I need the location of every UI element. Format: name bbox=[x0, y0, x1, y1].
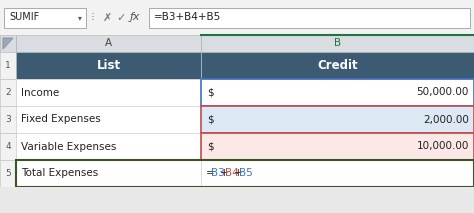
Bar bbox=[0, 106, 16, 133]
Bar bbox=[16, 106, 201, 133]
Text: =B3+B4+B5: =B3+B4+B5 bbox=[154, 13, 221, 23]
Bar bbox=[201, 133, 474, 160]
Text: B: B bbox=[334, 39, 341, 49]
Text: 3: 3 bbox=[5, 115, 11, 124]
Text: +: + bbox=[234, 168, 243, 178]
Text: =: = bbox=[206, 168, 215, 178]
Text: Variable Expenses: Variable Expenses bbox=[21, 141, 117, 151]
Text: Total Expenses: Total Expenses bbox=[21, 168, 98, 178]
Text: 1: 1 bbox=[5, 61, 11, 70]
Text: A: A bbox=[105, 39, 112, 49]
Text: SUMIF: SUMIF bbox=[9, 13, 39, 23]
Bar bbox=[16, 79, 201, 106]
Bar bbox=[16, 133, 201, 160]
Bar bbox=[16, 35, 201, 52]
Bar bbox=[16, 160, 201, 187]
Bar bbox=[201, 52, 474, 79]
Text: 10,000.00: 10,000.00 bbox=[417, 141, 469, 151]
Bar bbox=[201, 79, 474, 106]
Bar bbox=[201, 35, 474, 52]
Text: ƒx: ƒx bbox=[130, 12, 140, 22]
Text: ✗: ✗ bbox=[102, 13, 112, 23]
Text: ⁝: ⁝ bbox=[91, 11, 95, 24]
Text: Income: Income bbox=[21, 88, 59, 98]
Text: 2: 2 bbox=[5, 88, 11, 97]
Text: +: + bbox=[220, 168, 228, 178]
Text: Credit: Credit bbox=[317, 59, 358, 72]
Text: B3: B3 bbox=[211, 168, 225, 178]
Text: ▾: ▾ bbox=[78, 13, 82, 22]
Bar bbox=[149, 7, 470, 27]
Text: B5: B5 bbox=[239, 168, 253, 178]
Bar bbox=[0, 133, 16, 160]
Bar bbox=[4, 7, 86, 27]
Bar bbox=[0, 160, 16, 187]
Bar bbox=[201, 133, 474, 160]
Bar bbox=[0, 0, 474, 35]
Bar bbox=[0, 79, 16, 106]
Bar bbox=[0, 187, 474, 213]
Text: $: $ bbox=[207, 88, 214, 98]
Bar bbox=[201, 160, 474, 187]
Text: 2,000.00: 2,000.00 bbox=[423, 115, 469, 125]
Text: 50,000.00: 50,000.00 bbox=[417, 88, 469, 98]
Bar bbox=[0, 35, 16, 52]
Text: 4: 4 bbox=[5, 142, 11, 151]
Text: List: List bbox=[96, 59, 120, 72]
Text: $: $ bbox=[207, 115, 214, 125]
Bar bbox=[201, 106, 474, 133]
Bar bbox=[201, 79, 474, 106]
Polygon shape bbox=[3, 38, 13, 49]
Text: $: $ bbox=[207, 141, 214, 151]
Text: 5: 5 bbox=[5, 169, 11, 178]
Bar bbox=[0, 52, 16, 79]
Bar bbox=[201, 106, 474, 133]
Text: B4: B4 bbox=[225, 168, 239, 178]
Bar bbox=[16, 52, 201, 79]
Text: Fixed Expenses: Fixed Expenses bbox=[21, 115, 101, 125]
Text: ✓: ✓ bbox=[116, 13, 126, 23]
Bar bbox=[16, 160, 474, 187]
